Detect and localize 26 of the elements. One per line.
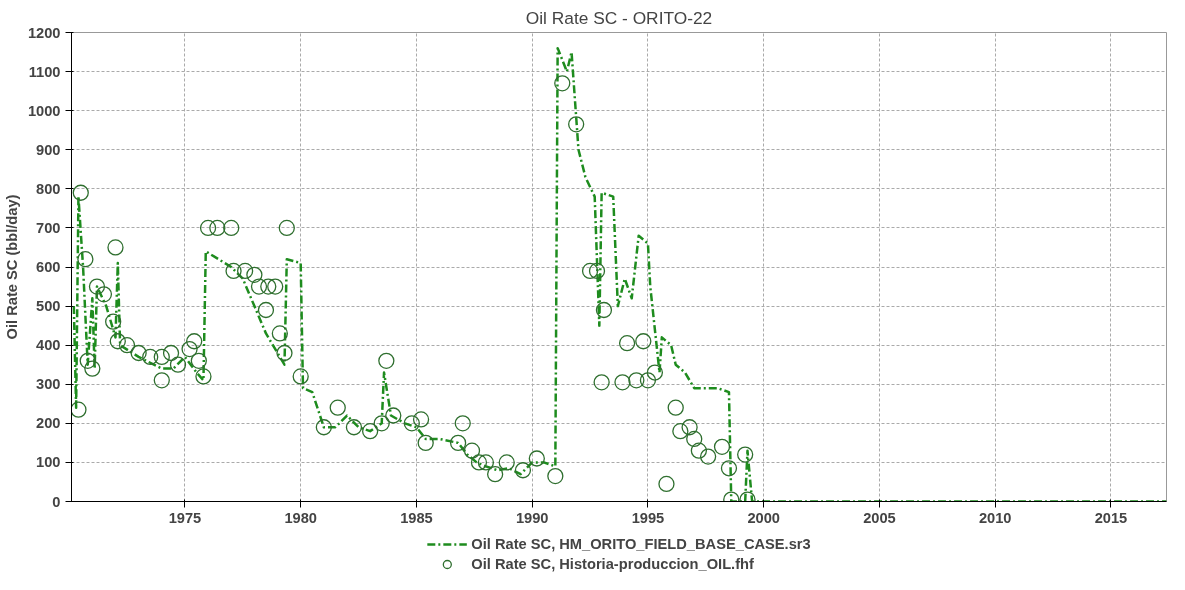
- y-tick-label: 900: [36, 141, 61, 158]
- x-tick-label: 2000: [747, 509, 780, 526]
- x-tick-label: 1985: [400, 509, 433, 526]
- y-tick-label: 700: [36, 219, 61, 236]
- y-tick-label: 100: [36, 454, 61, 471]
- y-tick-label: 600: [36, 259, 61, 275]
- y-axis-title: Oil Rate SC (bbl/day): [3, 194, 20, 340]
- y-tick-label: 1000: [27, 102, 61, 119]
- y-tick-label: 300: [36, 376, 61, 393]
- y-tick-label: 1200: [27, 24, 61, 41]
- legend-label: Oil Rate SC, Historia-produccion_OIL.fhf: [471, 556, 754, 572]
- chart-title: Oil Rate SC - ORITO-22: [525, 7, 713, 28]
- x-tick-label: 2010: [978, 509, 1012, 526]
- legend-label: Oil Rate SC, HM_ORITO_FIELD_BASE_CASE.sr3: [471, 536, 811, 552]
- y-tick-label: 500: [36, 298, 61, 315]
- x-tick-label: 1975: [168, 509, 202, 526]
- y-tick-label: 0: [52, 493, 61, 510]
- x-tick-label: 1980: [284, 509, 317, 526]
- y-tick-label: 800: [36, 180, 61, 197]
- x-tick-label: 2005: [863, 509, 896, 526]
- y-tick-label: 200: [36, 415, 61, 432]
- x-tick-label: 1990: [515, 509, 549, 526]
- y-tick-label: 400: [36, 337, 61, 354]
- y-tick-label: 1100: [28, 63, 61, 80]
- x-tick-label: 1995: [631, 509, 665, 526]
- x-tick-label: 2015: [1094, 509, 1128, 526]
